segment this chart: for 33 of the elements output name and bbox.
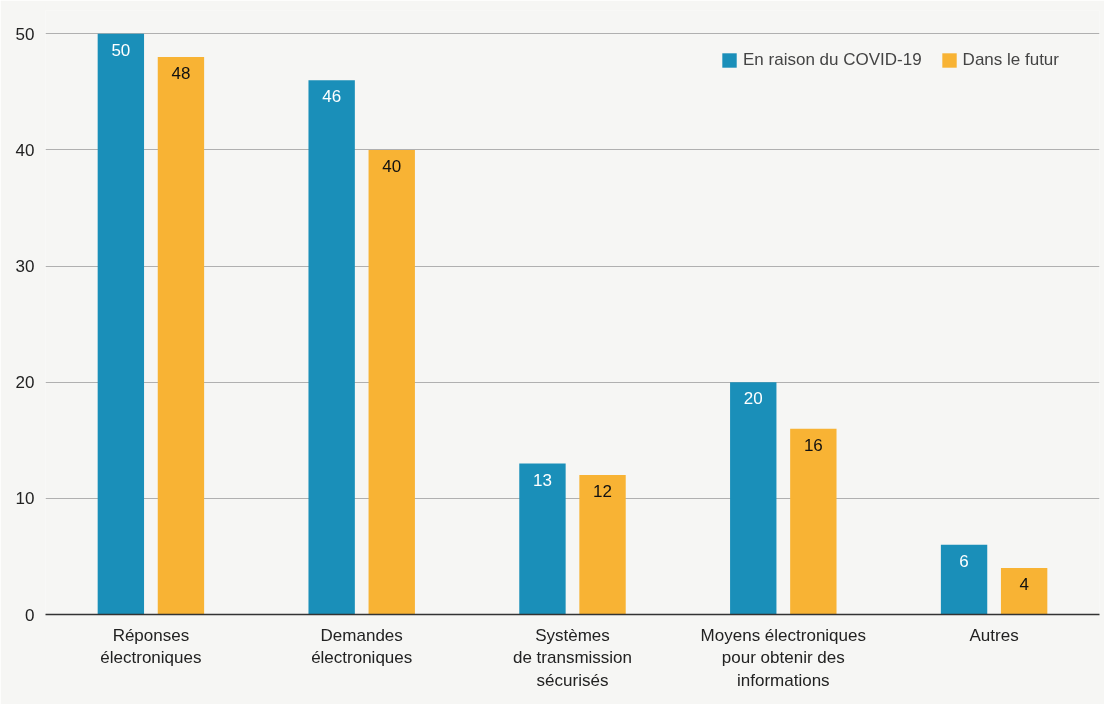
data-label: 50 xyxy=(111,40,131,60)
bar xyxy=(519,463,566,615)
x-tick-label: Réponses électroniques xyxy=(100,625,202,668)
data-label: 4 xyxy=(1019,575,1029,595)
data-label: 20 xyxy=(743,389,763,409)
bar xyxy=(308,80,355,615)
bar xyxy=(157,56,205,615)
bar xyxy=(940,544,988,615)
y-tick-label: 10 xyxy=(15,489,35,509)
legend-label: Dans le futur xyxy=(962,50,1059,70)
y-tick-label: 0 xyxy=(25,605,35,625)
bar xyxy=(790,428,837,615)
legend-label: En raison du COVID-19 xyxy=(743,50,922,70)
data-label: 12 xyxy=(593,482,613,502)
x-tick-label: Systèmes de transmission sécurisés xyxy=(512,625,633,691)
y-tick-label: 50 xyxy=(15,24,35,44)
y-tick-label: 40 xyxy=(15,140,35,160)
bar xyxy=(368,149,415,615)
x-tick-label: Autres xyxy=(969,625,1019,645)
data-label: 46 xyxy=(322,87,342,107)
data-label: 48 xyxy=(171,63,191,83)
y-tick-label: 20 xyxy=(15,373,35,393)
bar xyxy=(730,382,777,615)
y-tick-label: 30 xyxy=(15,257,35,277)
data-label: 16 xyxy=(803,435,823,455)
bar xyxy=(579,475,626,615)
x-tick-label: Moyens électroniques pour obtenir des informations xyxy=(700,625,866,691)
x-tick-label: Demandes électroniques xyxy=(311,625,413,668)
bar xyxy=(97,33,145,615)
bar xyxy=(1000,568,1048,615)
data-label: 13 xyxy=(533,470,552,490)
data-label: 40 xyxy=(382,156,402,176)
data-label: 6 xyxy=(959,551,969,571)
